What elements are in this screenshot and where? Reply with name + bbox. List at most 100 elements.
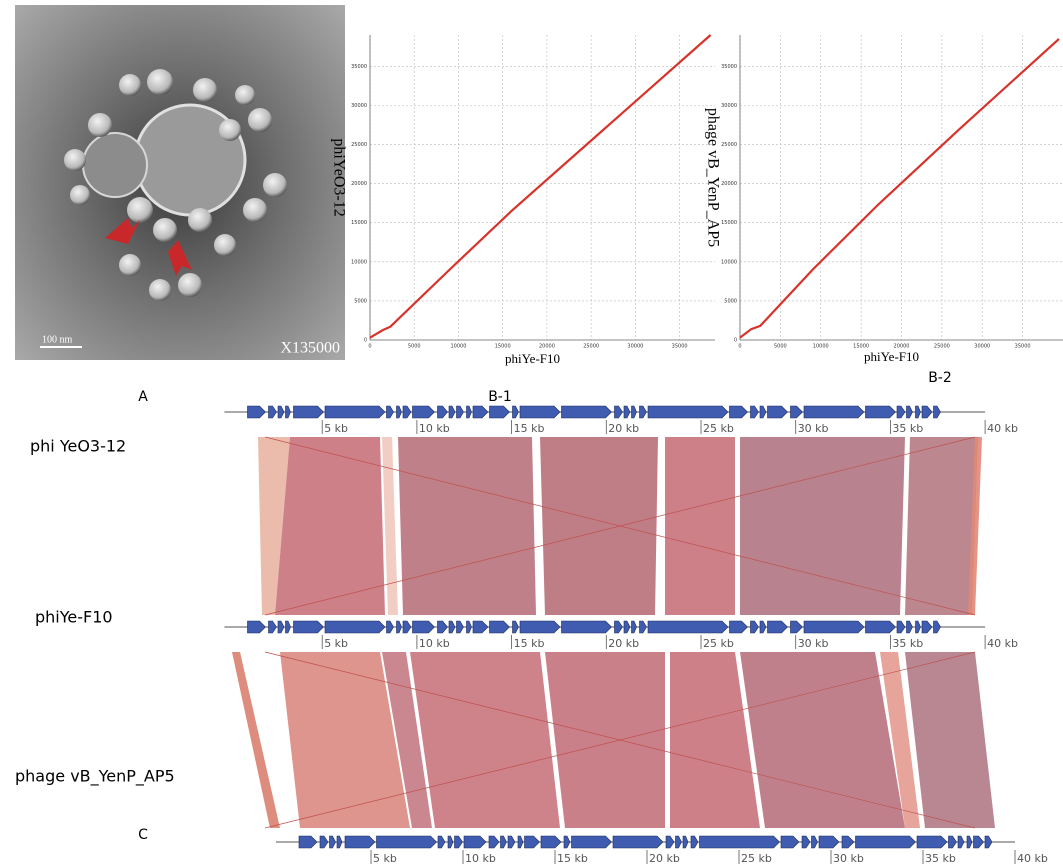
gene: [500, 835, 507, 849]
gene: [447, 835, 454, 849]
x-tick-label: 15000: [853, 344, 869, 350]
gene: [973, 835, 984, 849]
gene: [790, 405, 803, 419]
gene: [896, 405, 906, 419]
y-tick-label: 25000: [351, 142, 367, 148]
x-tick-label: 5000: [408, 344, 421, 350]
gene: [298, 835, 318, 849]
genome-name: phiYe-F10: [35, 608, 113, 627]
gene: [571, 835, 612, 849]
gene: [906, 405, 913, 419]
gene: [277, 405, 285, 419]
gene: [855, 835, 916, 849]
gene: [412, 405, 435, 419]
gene: [561, 405, 612, 419]
gene: [285, 405, 291, 419]
tick-label: 40 kb: [1017, 852, 1048, 865]
gene: [293, 620, 324, 634]
synteny-block: [398, 437, 536, 615]
gene: [489, 405, 510, 419]
gene: [376, 835, 437, 849]
tick-label: 25 kb: [741, 852, 772, 865]
inversion-link: [264, 651, 976, 829]
gene: [623, 405, 631, 419]
tick-label: 35 kb: [892, 637, 923, 650]
gene: [675, 835, 682, 849]
synteny-block: [410, 652, 560, 828]
gene: [336, 835, 343, 849]
y-tick-label: 15000: [351, 220, 367, 226]
tick-label: 30 kb: [798, 637, 829, 650]
gene: [463, 835, 487, 849]
y-tick-label: 5000: [354, 298, 367, 304]
tick-label: 5 kb: [324, 422, 348, 435]
gene: [456, 405, 464, 419]
gene: [285, 620, 291, 634]
tick-label: 15 kb: [557, 852, 588, 865]
gene: [750, 620, 759, 634]
gene: [933, 405, 941, 419]
panel-label: A: [138, 389, 148, 405]
synteny-block: [968, 437, 982, 615]
y-tick-label: 5000: [724, 298, 737, 304]
gene: [488, 835, 500, 849]
gene: [906, 620, 913, 634]
gene: [729, 405, 748, 419]
gene: [319, 835, 329, 849]
genome-name: phage vB_YenP_AP5: [15, 767, 175, 787]
x-tick-label: 25000: [934, 344, 950, 350]
tick-label: 20 kb: [608, 422, 639, 435]
synteny-block: [232, 652, 280, 828]
gene: [647, 620, 729, 634]
micrograph: 100 nm X135000: [15, 5, 345, 360]
gene: [396, 620, 402, 634]
y-tick-label: 0: [364, 338, 367, 344]
y-tick-label: 30000: [351, 103, 367, 109]
gene: [517, 835, 524, 849]
tick-label: 20 kb: [608, 637, 639, 650]
gene: [916, 835, 948, 849]
synteny-block: [740, 652, 905, 828]
synteny-block: [280, 652, 410, 828]
gene: [268, 405, 277, 419]
y-tick-label: 25000: [721, 142, 737, 148]
y-tick-label: 10000: [721, 259, 737, 265]
tick-label: 5 kb: [324, 637, 348, 650]
tick-label: 30 kb: [798, 422, 829, 435]
gene: [466, 620, 472, 634]
gene: [948, 835, 957, 849]
x-tick-label: 20000: [894, 344, 910, 350]
gene: [699, 835, 780, 849]
x-tick-label: 20000: [539, 344, 555, 350]
synteny-block: [880, 652, 920, 828]
synteny-block: [382, 437, 398, 615]
gene: [803, 405, 865, 419]
gene: [437, 835, 446, 849]
gene: [466, 405, 472, 419]
gene: [268, 620, 277, 634]
dot-line: [369, 34, 712, 339]
y-tick-label: 10000: [351, 259, 367, 265]
gene: [507, 835, 516, 849]
tick-label: 25 kb: [703, 422, 734, 435]
x-axis-label: phiYe-F10: [505, 351, 560, 366]
synteny-block: [540, 437, 658, 615]
tick-label: 20 kb: [649, 852, 680, 865]
gene: [750, 405, 759, 419]
gene: [472, 405, 489, 419]
gene: [448, 405, 456, 419]
tick-label: 5 kb: [373, 852, 397, 865]
gene: [519, 405, 561, 419]
synteny-block: [275, 437, 385, 615]
gene: [563, 835, 571, 849]
gene: [639, 620, 647, 634]
gene: [759, 405, 767, 419]
gene: [811, 835, 818, 849]
gene: [780, 835, 800, 849]
gene: [329, 835, 336, 849]
x-tick-label: 25000: [583, 344, 599, 350]
y-tick-label: 15000: [721, 220, 737, 226]
synteny-block: [382, 652, 432, 828]
gene: [386, 620, 394, 634]
synteny-block: [905, 437, 978, 615]
